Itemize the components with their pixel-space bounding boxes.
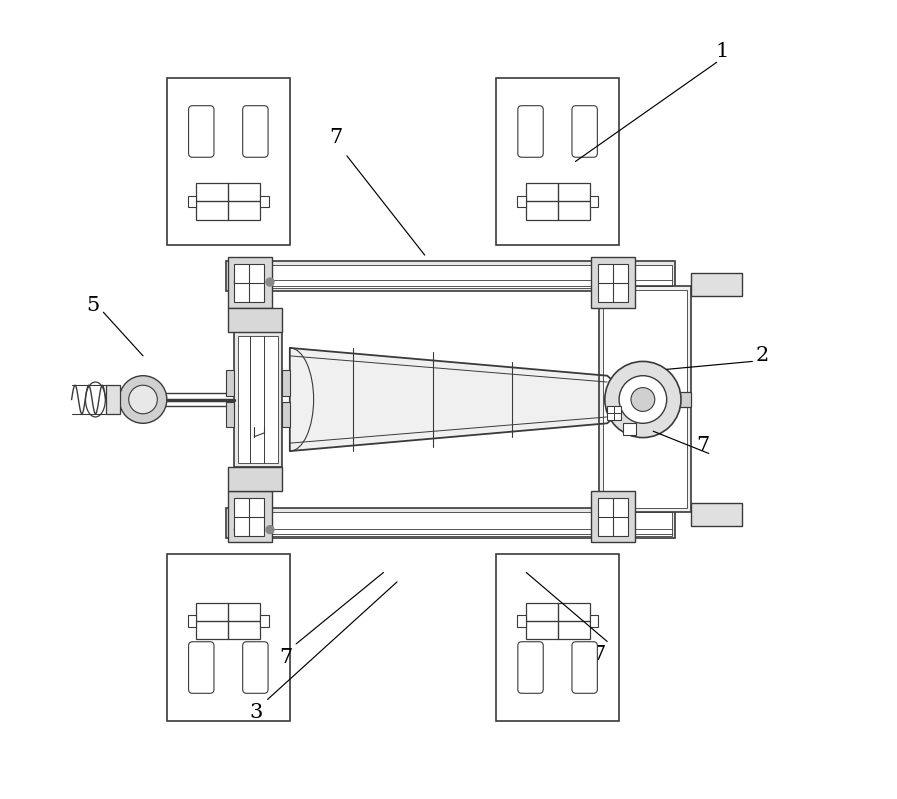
Circle shape: [631, 388, 655, 411]
Bar: [239, 336, 278, 463]
Polygon shape: [290, 348, 635, 451]
FancyBboxPatch shape: [572, 642, 597, 694]
Bar: [187, 615, 196, 626]
FancyBboxPatch shape: [572, 105, 597, 157]
Bar: [691, 503, 742, 527]
Bar: [260, 615, 269, 626]
Bar: [226, 402, 234, 427]
Bar: [282, 370, 290, 396]
Bar: [496, 555, 619, 721]
Circle shape: [266, 526, 274, 534]
Text: 5: 5: [86, 296, 100, 316]
Circle shape: [119, 376, 167, 423]
Bar: [517, 615, 526, 626]
FancyBboxPatch shape: [188, 642, 214, 694]
Bar: [228, 491, 272, 543]
FancyBboxPatch shape: [188, 105, 214, 157]
FancyBboxPatch shape: [243, 642, 268, 694]
Circle shape: [266, 278, 274, 286]
FancyBboxPatch shape: [518, 642, 544, 694]
Bar: [597, 498, 628, 536]
Bar: [226, 260, 675, 291]
Bar: [591, 256, 635, 308]
Bar: [228, 264, 672, 288]
Bar: [589, 615, 598, 626]
Circle shape: [234, 278, 242, 286]
Text: 7: 7: [696, 436, 709, 455]
Circle shape: [129, 385, 157, 414]
Circle shape: [250, 526, 258, 534]
Bar: [526, 602, 589, 639]
Bar: [234, 498, 265, 536]
Bar: [228, 256, 272, 308]
Bar: [526, 183, 589, 220]
Bar: [234, 332, 282, 467]
Bar: [496, 78, 619, 244]
Bar: [167, 555, 290, 721]
FancyBboxPatch shape: [243, 105, 268, 157]
Bar: [228, 308, 282, 332]
Bar: [603, 290, 686, 508]
Text: 1: 1: [716, 42, 729, 62]
Bar: [653, 392, 692, 407]
Bar: [691, 272, 742, 296]
Bar: [597, 264, 628, 302]
Text: 3: 3: [249, 703, 263, 722]
Bar: [589, 196, 598, 207]
Bar: [599, 286, 691, 512]
Circle shape: [619, 376, 666, 423]
Bar: [228, 512, 672, 536]
Bar: [607, 406, 622, 420]
Bar: [591, 491, 635, 543]
Bar: [106, 385, 120, 414]
Text: 7: 7: [279, 648, 292, 667]
Text: 7: 7: [329, 128, 343, 147]
Circle shape: [605, 361, 681, 438]
Bar: [196, 183, 260, 220]
Text: 7: 7: [593, 646, 605, 665]
Bar: [260, 196, 269, 207]
Bar: [517, 196, 526, 207]
Circle shape: [234, 526, 242, 534]
Bar: [282, 402, 290, 427]
Bar: [234, 264, 265, 302]
Bar: [228, 467, 282, 491]
Circle shape: [250, 278, 258, 286]
Bar: [196, 602, 260, 639]
Bar: [187, 196, 196, 207]
FancyBboxPatch shape: [518, 105, 544, 157]
Bar: [167, 78, 290, 244]
Bar: [226, 370, 234, 396]
Text: 2: 2: [755, 346, 769, 365]
Bar: [226, 508, 675, 539]
Bar: [623, 423, 636, 435]
